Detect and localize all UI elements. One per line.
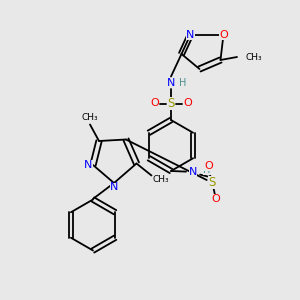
Text: S: S [208,176,216,190]
Text: H: H [203,165,211,175]
Text: H: H [179,77,186,88]
Text: CH₃: CH₃ [152,176,169,184]
Text: O: O [183,98,192,109]
Text: N: N [186,29,195,40]
Text: N: N [167,77,175,88]
Text: O: O [150,98,159,109]
Text: N: N [84,160,93,170]
Text: N: N [110,182,118,193]
Text: O: O [219,29,228,40]
Text: O: O [211,194,220,205]
Text: N: N [189,167,197,177]
Text: CH₃: CH₃ [245,52,262,62]
Text: O: O [204,161,213,172]
Text: S: S [167,97,175,110]
Text: CH₃: CH₃ [82,113,98,122]
